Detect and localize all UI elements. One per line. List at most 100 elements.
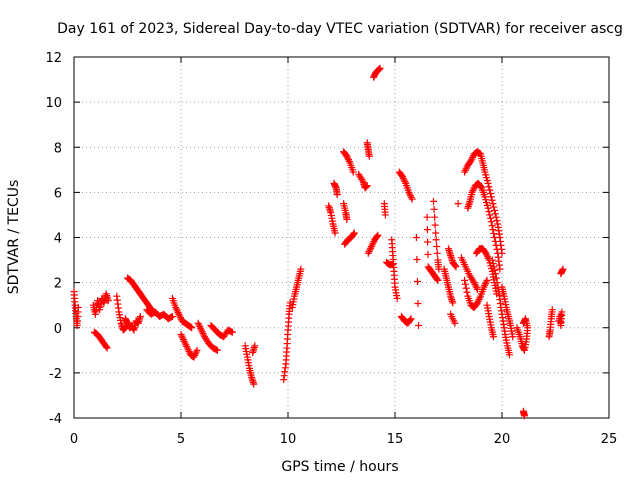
data-point xyxy=(184,346,192,354)
data-point xyxy=(424,250,432,258)
data-point xyxy=(102,343,110,351)
data-point xyxy=(364,249,372,257)
x-tick-label: 20 xyxy=(494,432,511,447)
data-point xyxy=(198,328,206,336)
data-point xyxy=(413,277,421,285)
data-point xyxy=(195,321,203,329)
data-point xyxy=(172,303,180,311)
data-point xyxy=(173,307,181,315)
data-point xyxy=(430,197,438,205)
data-point xyxy=(449,299,457,307)
data-point xyxy=(474,297,482,305)
data-point xyxy=(486,211,494,219)
data-point xyxy=(519,319,527,327)
data-point xyxy=(548,306,556,314)
data-point xyxy=(343,215,351,223)
data-point xyxy=(407,315,415,323)
data-point xyxy=(452,263,460,271)
data-point xyxy=(344,156,352,164)
data-point xyxy=(491,234,499,241)
data-point xyxy=(297,265,305,273)
data-point xyxy=(431,213,439,221)
data-point xyxy=(191,350,199,358)
data-point xyxy=(454,200,462,208)
data-point xyxy=(193,346,201,354)
data-point xyxy=(172,305,180,313)
data-point xyxy=(350,229,358,237)
data-point xyxy=(491,206,499,214)
data-point xyxy=(520,412,528,420)
data-point xyxy=(486,186,494,194)
x-tick-label: 5 xyxy=(177,432,185,447)
data-point xyxy=(196,323,204,331)
data-point xyxy=(492,274,500,282)
data-point xyxy=(407,192,415,200)
data-point xyxy=(475,296,483,304)
data-point xyxy=(477,183,485,191)
data-point xyxy=(176,312,184,320)
data-point xyxy=(476,294,484,302)
data-point xyxy=(179,336,187,344)
data-point xyxy=(423,213,431,221)
data-point xyxy=(462,165,470,173)
axis-ticks xyxy=(73,56,610,419)
data-point xyxy=(467,157,475,165)
data-point xyxy=(363,182,371,190)
data-point xyxy=(197,324,205,332)
data-point xyxy=(180,337,188,345)
data-point xyxy=(484,254,492,262)
grid xyxy=(74,57,609,418)
data-point xyxy=(451,262,459,270)
data-point xyxy=(485,208,493,216)
data-point xyxy=(190,353,198,361)
data-point xyxy=(358,175,366,183)
data-point xyxy=(486,190,494,198)
data-point xyxy=(177,331,185,339)
data-point xyxy=(468,155,476,163)
data-point xyxy=(461,276,469,284)
data-point xyxy=(493,217,501,225)
y-tick-label: 10 xyxy=(45,96,62,111)
y-tick-label: -4 xyxy=(49,412,62,427)
data-point xyxy=(405,188,413,196)
data-point xyxy=(182,341,190,349)
data-point xyxy=(175,310,183,318)
data-point xyxy=(104,297,112,305)
data-point xyxy=(406,316,414,324)
data-point xyxy=(103,344,111,352)
data-point xyxy=(181,339,189,347)
data-point xyxy=(191,351,199,359)
data-point xyxy=(376,64,384,72)
data-point xyxy=(430,205,438,213)
data-point xyxy=(398,173,406,181)
x-tick-label: 25 xyxy=(601,432,618,447)
data-point xyxy=(399,174,407,182)
data-points xyxy=(70,64,567,420)
data-point xyxy=(484,179,492,187)
data-point xyxy=(490,263,498,271)
data-point xyxy=(333,191,341,199)
data-point xyxy=(509,333,517,341)
data-point xyxy=(468,188,476,196)
data-point xyxy=(487,218,495,226)
data-point xyxy=(484,204,492,212)
data-point xyxy=(433,275,441,283)
data-point xyxy=(491,210,499,218)
data-point xyxy=(492,270,500,278)
data-point xyxy=(473,299,481,307)
data-point xyxy=(373,232,381,240)
data-point xyxy=(413,255,421,263)
data-point xyxy=(461,166,469,174)
data-point xyxy=(505,351,513,359)
data-point xyxy=(490,230,498,238)
data-point xyxy=(489,226,497,234)
data-point xyxy=(489,333,497,341)
data-point xyxy=(183,342,191,350)
data-point xyxy=(461,168,469,176)
data-point xyxy=(496,265,504,273)
y-tick-label: 2 xyxy=(54,277,62,292)
data-point xyxy=(250,380,258,388)
data-point xyxy=(471,280,479,288)
data-point xyxy=(366,246,374,254)
data-point xyxy=(488,256,496,264)
